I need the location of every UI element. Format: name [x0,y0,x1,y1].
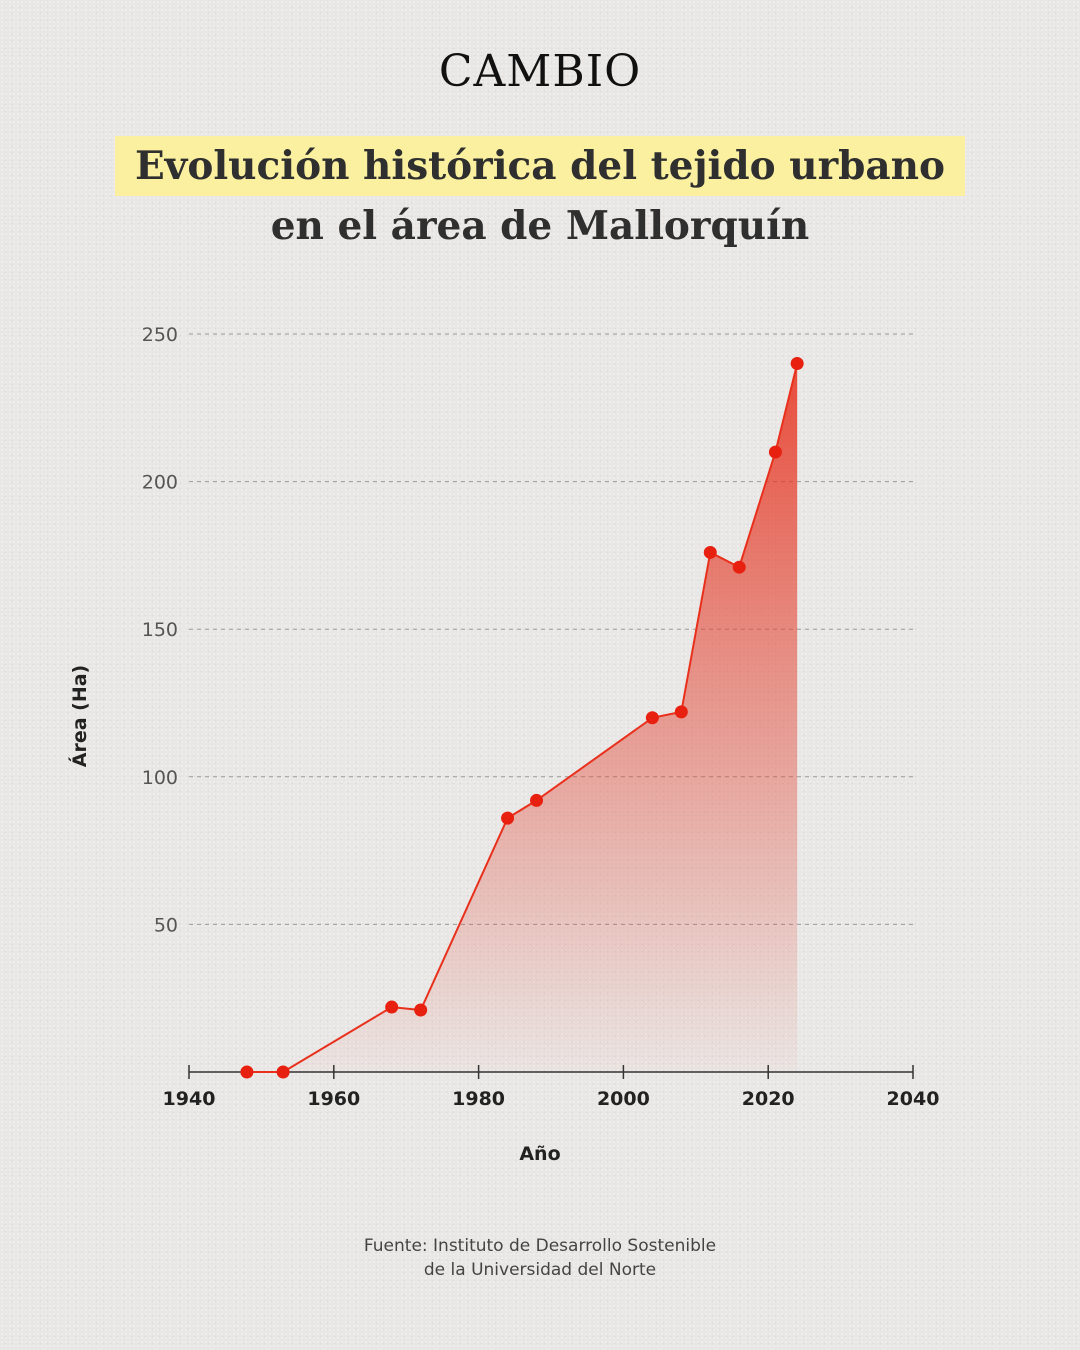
data-point-1968 [385,1000,399,1014]
y-tick-label: 250 [142,324,178,346]
data-point-1953 [276,1065,290,1079]
area-fill [246,363,798,1072]
data-points [240,357,804,1079]
data-point-2004 [645,711,659,725]
x-axis: 1940 1960 1980 2000 2020 2040 [163,1065,940,1110]
data-point-1988 [530,793,544,807]
data-point-1972 [414,1003,428,1017]
data-point-2008 [674,705,688,719]
data-point-2024 [790,357,804,371]
data-point-1948 [240,1065,254,1079]
x-tick-label: 1940 [163,1088,216,1110]
x-axis-title: Año [519,1143,560,1165]
x-tick-label: 2040 [887,1088,940,1110]
x-tick-label: 2020 [742,1088,795,1110]
y-tick-label: 200 [142,472,178,494]
x-tick-label: 1960 [307,1088,360,1110]
title-line-1: Evolución histórica del tejido urbano [114,136,966,196]
y-tick-label: 50 [154,914,178,936]
source-line-1: Fuente: Instituto de Desarrollo Sostenib… [363,1236,717,1256]
source-note: Fuente: Instituto de Desarrollo Sostenib… [0,1234,1080,1282]
x-tick-label: 1980 [452,1088,505,1110]
y-axis-title: Área (Ha) [68,665,91,768]
data-point-1984 [501,811,515,825]
data-point-2021 [768,445,782,459]
series-line [246,363,799,1073]
chart-title: Evolución histórica del tejido urbano en… [0,136,1080,254]
title-line-2: en el área de Mallorquín [270,203,810,249]
brand-logo: CAMBIO [438,46,642,97]
data-point-2016 [732,560,746,574]
y-tick-label: 100 [142,767,178,789]
source-line-2: de la Universidad del Norte [423,1260,657,1280]
y-tick-label: 150 [142,619,178,641]
data-point-2012 [703,545,717,559]
y-axis-ticks: 50 100 150 200 250 [142,324,178,936]
x-tick-label: 2000 [597,1088,650,1110]
